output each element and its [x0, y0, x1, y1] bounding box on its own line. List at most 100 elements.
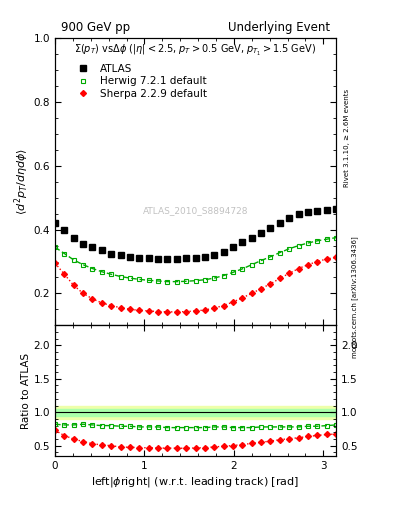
- ATLAS: [174, 256, 179, 262]
- Herwig 7.2.1 default: [249, 262, 254, 268]
- Sherpa 2.2.9 default: [324, 256, 329, 262]
- ATLAS: [109, 250, 114, 257]
- Sherpa 2.2.9 default: [249, 290, 254, 296]
- Text: Underlying Event: Underlying Event: [228, 21, 331, 34]
- Herwig 7.2.1 default: [334, 234, 338, 241]
- Herwig 7.2.1 default: [202, 276, 207, 283]
- ATLAS: [315, 207, 320, 214]
- Herwig 7.2.1 default: [81, 262, 86, 268]
- Herwig 7.2.1 default: [231, 269, 235, 275]
- ATLAS: [231, 244, 235, 250]
- ATLAS: [212, 252, 217, 258]
- Herwig 7.2.1 default: [277, 249, 282, 255]
- ATLAS: [90, 244, 95, 250]
- ATLAS: [277, 220, 282, 226]
- Herwig 7.2.1 default: [184, 278, 189, 284]
- ATLAS: [296, 210, 301, 217]
- Sherpa 2.2.9 default: [259, 286, 263, 292]
- ATLAS: [62, 227, 67, 233]
- Sherpa 2.2.9 default: [334, 254, 338, 261]
- Line: ATLAS: ATLAS: [52, 206, 339, 262]
- ATLAS: [202, 253, 207, 260]
- Y-axis label: $\langle d^2 p_T/d\eta d\phi \rangle$: $\langle d^2 p_T/d\eta d\phi \rangle$: [12, 148, 31, 216]
- Sherpa 2.2.9 default: [128, 306, 132, 312]
- Herwig 7.2.1 default: [72, 257, 76, 263]
- Herwig 7.2.1 default: [287, 246, 292, 252]
- Line: Herwig 7.2.1 default: Herwig 7.2.1 default: [53, 235, 338, 284]
- Herwig 7.2.1 default: [174, 279, 179, 285]
- Herwig 7.2.1 default: [193, 278, 198, 284]
- Sherpa 2.2.9 default: [137, 307, 142, 313]
- Sherpa 2.2.9 default: [99, 300, 104, 306]
- Sherpa 2.2.9 default: [240, 295, 245, 301]
- Bar: [55, 406, 336, 419]
- Sherpa 2.2.9 default: [277, 275, 282, 282]
- ATLAS: [128, 253, 132, 260]
- Sherpa 2.2.9 default: [53, 260, 57, 266]
- Herwig 7.2.1 default: [128, 275, 132, 281]
- Sherpa 2.2.9 default: [193, 308, 198, 314]
- Herwig 7.2.1 default: [315, 238, 320, 244]
- Sherpa 2.2.9 default: [212, 305, 217, 311]
- ATLAS: [156, 256, 160, 262]
- Herwig 7.2.1 default: [146, 278, 151, 284]
- Text: 900 GeV pp: 900 GeV pp: [61, 21, 130, 34]
- ATLAS: [99, 247, 104, 253]
- Text: Rivet 3.1.10, ≥ 2.6M events: Rivet 3.1.10, ≥ 2.6M events: [344, 89, 350, 187]
- X-axis label: left$|\phi$right$|$ (w.r.t. leading track) [rad]: left$|\phi$right$|$ (w.r.t. leading trac…: [92, 475, 299, 489]
- Herwig 7.2.1 default: [137, 276, 142, 283]
- ATLAS: [240, 239, 245, 245]
- ATLAS: [249, 234, 254, 241]
- ATLAS: [324, 207, 329, 213]
- Legend: ATLAS, Herwig 7.2.1 default, Sherpa 2.2.9 default: ATLAS, Herwig 7.2.1 default, Sherpa 2.2.…: [72, 63, 207, 99]
- ATLAS: [72, 234, 76, 241]
- Sherpa 2.2.9 default: [165, 309, 170, 315]
- ATLAS: [259, 230, 263, 236]
- Sherpa 2.2.9 default: [202, 307, 207, 313]
- Sherpa 2.2.9 default: [81, 290, 86, 296]
- Herwig 7.2.1 default: [109, 271, 114, 278]
- Y-axis label: Ratio to ATLAS: Ratio to ATLAS: [21, 352, 31, 429]
- ATLAS: [146, 255, 151, 262]
- Herwig 7.2.1 default: [268, 253, 273, 260]
- Sherpa 2.2.9 default: [296, 265, 301, 271]
- ATLAS: [305, 209, 310, 215]
- Sherpa 2.2.9 default: [72, 282, 76, 288]
- ATLAS: [334, 206, 338, 212]
- Herwig 7.2.1 default: [156, 278, 160, 284]
- Sherpa 2.2.9 default: [156, 309, 160, 315]
- Sherpa 2.2.9 default: [221, 303, 226, 309]
- Sherpa 2.2.9 default: [118, 305, 123, 311]
- ATLAS: [165, 256, 170, 262]
- Sherpa 2.2.9 default: [146, 308, 151, 314]
- ATLAS: [193, 254, 198, 261]
- Herwig 7.2.1 default: [240, 266, 245, 272]
- Sherpa 2.2.9 default: [62, 271, 67, 278]
- Sherpa 2.2.9 default: [231, 299, 235, 305]
- Herwig 7.2.1 default: [305, 240, 310, 246]
- Herwig 7.2.1 default: [259, 258, 263, 264]
- ATLAS: [118, 252, 123, 258]
- Sherpa 2.2.9 default: [287, 270, 292, 276]
- Herwig 7.2.1 default: [221, 272, 226, 279]
- Line: Sherpa 2.2.9 default: Sherpa 2.2.9 default: [53, 255, 338, 314]
- ATLAS: [221, 249, 226, 255]
- Sherpa 2.2.9 default: [90, 296, 95, 302]
- ATLAS: [53, 220, 57, 226]
- Herwig 7.2.1 default: [90, 265, 95, 271]
- Herwig 7.2.1 default: [324, 236, 329, 242]
- Sherpa 2.2.9 default: [184, 309, 189, 315]
- Herwig 7.2.1 default: [212, 275, 217, 281]
- Herwig 7.2.1 default: [99, 269, 104, 275]
- Herwig 7.2.1 default: [118, 273, 123, 280]
- Sherpa 2.2.9 default: [268, 281, 273, 287]
- Sherpa 2.2.9 default: [174, 309, 179, 315]
- Text: $\Sigma(p_T)$ vs$\Delta\phi$ ($|\eta| < 2.5$, $p_T > 0.5$ GeV, $p_{T_1} > 1.5$ G: $\Sigma(p_T)$ vs$\Delta\phi$ ($|\eta| < …: [75, 42, 316, 58]
- Text: ATLAS_2010_S8894728: ATLAS_2010_S8894728: [143, 206, 248, 215]
- Herwig 7.2.1 default: [165, 279, 170, 285]
- ATLAS: [268, 225, 273, 231]
- Herwig 7.2.1 default: [53, 244, 57, 250]
- ATLAS: [81, 241, 86, 247]
- Sherpa 2.2.9 default: [315, 259, 320, 265]
- Bar: [55, 409, 336, 416]
